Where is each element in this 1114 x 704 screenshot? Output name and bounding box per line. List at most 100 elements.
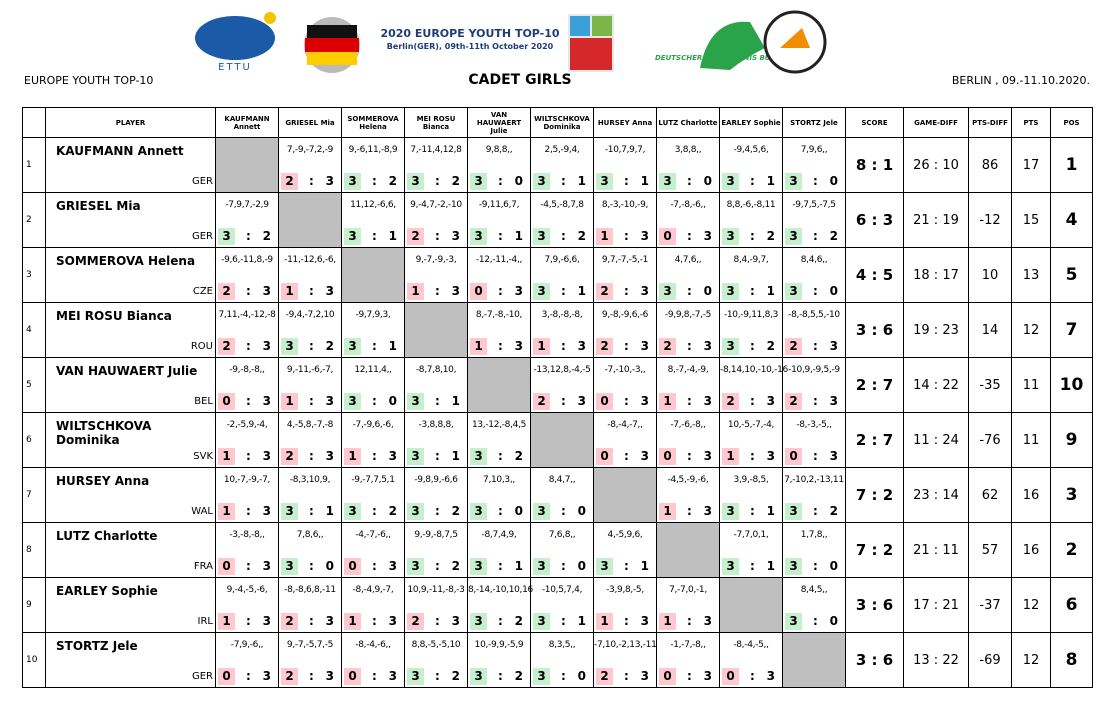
game-cell: 10,-9,9,-5,9 3:2 [467,632,531,688]
score-a: 8 [855,156,867,174]
separator: : [372,614,377,628]
separator: : [813,174,818,188]
sets-lost: 3 [262,339,271,353]
sets-lost: 3 [640,284,649,298]
match-result: 2:3 [281,448,339,465]
sets-won: 1 [533,338,550,355]
player-row: 5 VAN HAUWAERT Julie BEL -9,-8,-8,, 0:3 9,-11… [22,357,1093,413]
set-scores: 8,8,-5,-5,10 [411,640,461,650]
set-scores: 9,-7,-5,7,-5 [286,640,334,650]
sets-won: 3 [344,173,361,190]
set-scores: 8,4,5,, [800,585,828,595]
score-b: 6 [882,596,894,614]
match-result: 3:2 [407,503,465,520]
score: 3 : 6 [845,577,904,633]
sets-won: 2 [281,448,298,465]
set-scores: -2,-5,9,-4, [226,420,268,430]
match-result: 3:1 [407,393,465,410]
separator: : [624,339,629,353]
separator: : [750,394,755,408]
sets-won: 3 [344,228,361,245]
pos: 5 [1050,247,1093,303]
set-scores: -8,-8,6,8,-11 [284,585,336,595]
score-b: 1 [882,156,894,174]
game-cell: -8,-4,9,-7, 1:3 [341,577,405,633]
pts: 12 [1011,632,1051,688]
sets-won: 1 [722,448,739,465]
separator: : [687,174,692,188]
sets-lost: 3 [640,669,649,683]
match-result: 1:3 [659,503,717,520]
separator: : [687,394,692,408]
separator: : [750,449,755,463]
separator: : [561,614,566,628]
game-cell: -8,-8,5,5,-10 2:3 [782,302,846,358]
match-result: 3:2 [407,173,465,190]
sets-won: 3 [533,558,550,575]
game-cell: -7,-8,-6,, 0:3 [656,192,720,248]
sets-won: 3 [785,173,802,190]
separator: : [750,559,755,573]
flag-gold [307,52,357,65]
separator: : [687,229,692,243]
score-a: 3 [855,651,867,669]
separator: : [929,487,943,503]
match-result: 0:3 [344,558,402,575]
sets-won: 1 [218,613,235,630]
sets-won: 3 [344,393,361,410]
header-center: CADET GIRLS [468,72,572,88]
game-diff-b: 21 [942,597,959,613]
game-cell: 8,-3,-10,-9, 1:3 [593,192,657,248]
score-b: 6 [882,651,894,669]
sets-won: 1 [344,448,361,465]
set-scores: 12,11,4,, [354,365,392,375]
sets-lost: 3 [703,449,712,463]
game-diff-b: 14 [942,487,959,503]
player-country: IRL [197,616,213,627]
set-scores: 3,8,8,, [674,145,702,155]
set-scores: -3,-8,-8,, [229,530,265,540]
sets-lost: 0 [703,284,712,298]
match-result: 0:3 [596,448,654,465]
match-result: 0:3 [785,448,843,465]
game-diff: 18 : 17 [903,247,969,303]
player-row: 10 STORTZ Jele GER -7,9,-6,, 0:3 9,-7,-5,7,-5… [22,632,1093,688]
set-scores: -9,6,-11,8,-9 [221,255,273,265]
player-country: FRA [193,561,213,572]
separator: : [246,339,251,353]
header-row: PLAYER KAUFMANN Annett GRIESEL Mia SOMMEROV… [22,107,1093,138]
sets-won: 1 [596,613,613,630]
sets-lost: 3 [262,394,271,408]
game-diff-a: 13 [913,652,930,668]
player-country: ROU [190,341,213,352]
sets-lost: 3 [766,394,775,408]
sets-lost: 3 [262,449,271,463]
match-result: 3:2 [407,558,465,575]
sets-won: 2 [785,338,802,355]
separator: : [866,486,883,504]
sets-won: 3 [344,503,361,520]
sets-lost: 3 [829,339,838,353]
sets-lost: 0 [829,614,838,628]
sets-won: 1 [281,393,298,410]
game-cell: -9,7,5,-7,5 3:2 [782,192,846,248]
separator: : [813,614,818,628]
sets-lost: 3 [262,559,271,573]
game-cell: -12,-11,-4,, 0:3 [467,247,531,303]
separator: : [435,394,440,408]
match-result: 1:3 [407,283,465,300]
match-result: 2:3 [785,338,843,355]
header-logos: ETTU DEUTSCHER TISCHTENNIS BUND [195,10,827,74]
column-header: HURSEY Anna [593,107,657,138]
separator: : [624,394,629,408]
set-scores: -12,-11,-4,, [475,255,523,265]
set-scores: 8,-3,-10,-9, [601,200,649,210]
match-result: 2:3 [407,228,465,245]
game-cell: 8,-14,-10,10,16 3:2 [467,577,533,633]
match-result: 2:3 [218,338,276,355]
game-cell: 8,4,6,, 3:0 [782,247,846,303]
sets-lost: 3 [577,339,586,353]
set-scores: 11,12,-6,6, [350,200,396,210]
score-a: 6 [855,211,867,229]
match-result: 3:0 [533,503,591,520]
